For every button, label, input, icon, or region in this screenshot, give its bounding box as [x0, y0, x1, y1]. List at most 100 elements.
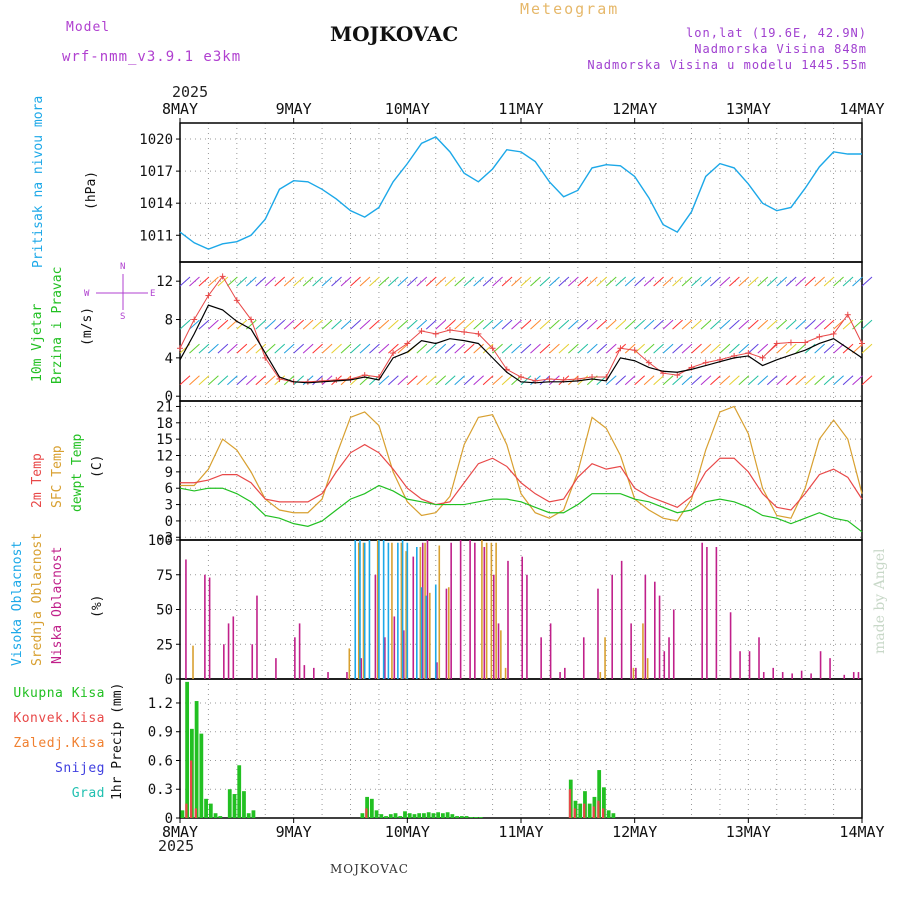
wind-barb: [833, 319, 844, 330]
wind-barb: [274, 319, 286, 330]
wind-barb: [785, 276, 797, 287]
precip-bar: [587, 803, 592, 818]
wind-barb: [293, 319, 305, 330]
page-title: MOJKOVAC: [330, 22, 459, 46]
wind-barb: [454, 319, 466, 330]
wind-barb: [388, 276, 399, 287]
wind-barb: [444, 319, 456, 330]
precip-bar: [379, 814, 384, 818]
wind-barb: [511, 276, 522, 287]
x-label-bottom: 14MAY: [839, 823, 884, 841]
precip-bar: [227, 789, 232, 818]
wind-barb: [454, 375, 466, 386]
wind-barb: [747, 276, 759, 287]
wind-barb: [406, 319, 418, 330]
wind-barb: [501, 375, 513, 386]
wind-barb: [406, 375, 418, 386]
precip-bar: [208, 803, 213, 818]
wind-barb: [605, 343, 617, 354]
x-label-bottom: 8MAY: [162, 823, 198, 841]
precip-bar: [374, 810, 379, 818]
elevation-info: Nadmorska Visina 848m: [694, 42, 867, 56]
wind-barb: [795, 343, 807, 354]
wind-barb: [653, 319, 664, 330]
precip-bar: [459, 816, 464, 818]
wind-barb: [530, 319, 541, 330]
precip-bar: [597, 770, 602, 818]
wind-barb: [369, 343, 380, 354]
wind-barb: [444, 343, 456, 354]
wind-barb: [757, 319, 769, 330]
wind-barb: [624, 343, 636, 354]
wind-barb: [264, 319, 276, 330]
wind-barb: [208, 375, 219, 386]
y-tick-label: 0: [165, 389, 173, 405]
wind-barb: [473, 375, 484, 386]
wind-barb: [179, 276, 191, 287]
precip-bar: [578, 803, 583, 818]
precip-bar: [478, 817, 483, 818]
wind-barb: [662, 343, 674, 354]
wind-barb: [255, 343, 267, 354]
wind-barb: [795, 375, 807, 386]
wind-barb: [558, 276, 570, 287]
wind-barb: [444, 375, 456, 386]
wind-barb: [729, 343, 740, 354]
wind-barb: [785, 343, 797, 354]
wind-barb: [397, 343, 409, 354]
wind-barb: [397, 319, 409, 330]
precip-bar: [218, 816, 223, 818]
year-top: 2025: [172, 83, 209, 101]
wind-barb: [425, 375, 437, 386]
wind-barb: [833, 375, 844, 386]
wind-barb: [710, 343, 721, 354]
wind-barb: [255, 319, 267, 330]
sfc-temp-line: [180, 405, 863, 522]
y-tick-label: 12: [156, 449, 173, 465]
wind-barb: [435, 319, 447, 330]
x-label-bottom: 9MAY: [276, 823, 312, 841]
legend-snow: Snijeg: [55, 761, 105, 776]
wind-barb: [605, 375, 617, 386]
wind-barb: [189, 276, 200, 287]
conv-precip-bar: [583, 803, 586, 818]
wind-barb: [331, 319, 342, 330]
conv-precip-bars: [185, 760, 605, 818]
wind-barb: [501, 319, 513, 330]
wind-barb: [302, 343, 314, 354]
wind-barb: [681, 276, 693, 287]
wind-barb: [539, 375, 551, 386]
precip-bar: [606, 810, 611, 818]
y-tick-label: 1020: [139, 132, 173, 148]
wind-barb: [378, 375, 390, 386]
wind-barb: [634, 319, 646, 330]
conv-precip-bar: [602, 808, 605, 818]
wind-barb: [179, 319, 191, 330]
wind-barb: [757, 375, 769, 386]
wind-barb: [227, 319, 238, 330]
cloud-bars-visoka: [354, 540, 437, 679]
wind-barb: [530, 276, 541, 287]
wind-barb: [738, 276, 750, 287]
wind-barb: [492, 319, 503, 330]
temp2m-line: [180, 443, 863, 511]
wind-barb: [615, 319, 627, 330]
wind-barb: [691, 343, 702, 354]
precip-bar: [213, 813, 218, 818]
wind-barb: [539, 319, 551, 330]
wind-barb: [198, 343, 210, 354]
wind-barb: [463, 319, 475, 330]
wind-barb: [444, 276, 456, 287]
wind-barbs: [179, 276, 873, 386]
precip-bar: [180, 810, 185, 818]
compass-e: E: [150, 289, 156, 299]
wind-barb: [558, 343, 570, 354]
precip-bar: [232, 794, 237, 818]
wind-barb: [662, 319, 674, 330]
precip-bar: [185, 681, 190, 818]
y-tick-label: 15: [156, 432, 173, 448]
precip-bar: [602, 787, 606, 818]
x-label-top: 11MAY: [498, 100, 543, 118]
precip-bar: [611, 813, 616, 818]
wind-barb: [577, 343, 589, 354]
